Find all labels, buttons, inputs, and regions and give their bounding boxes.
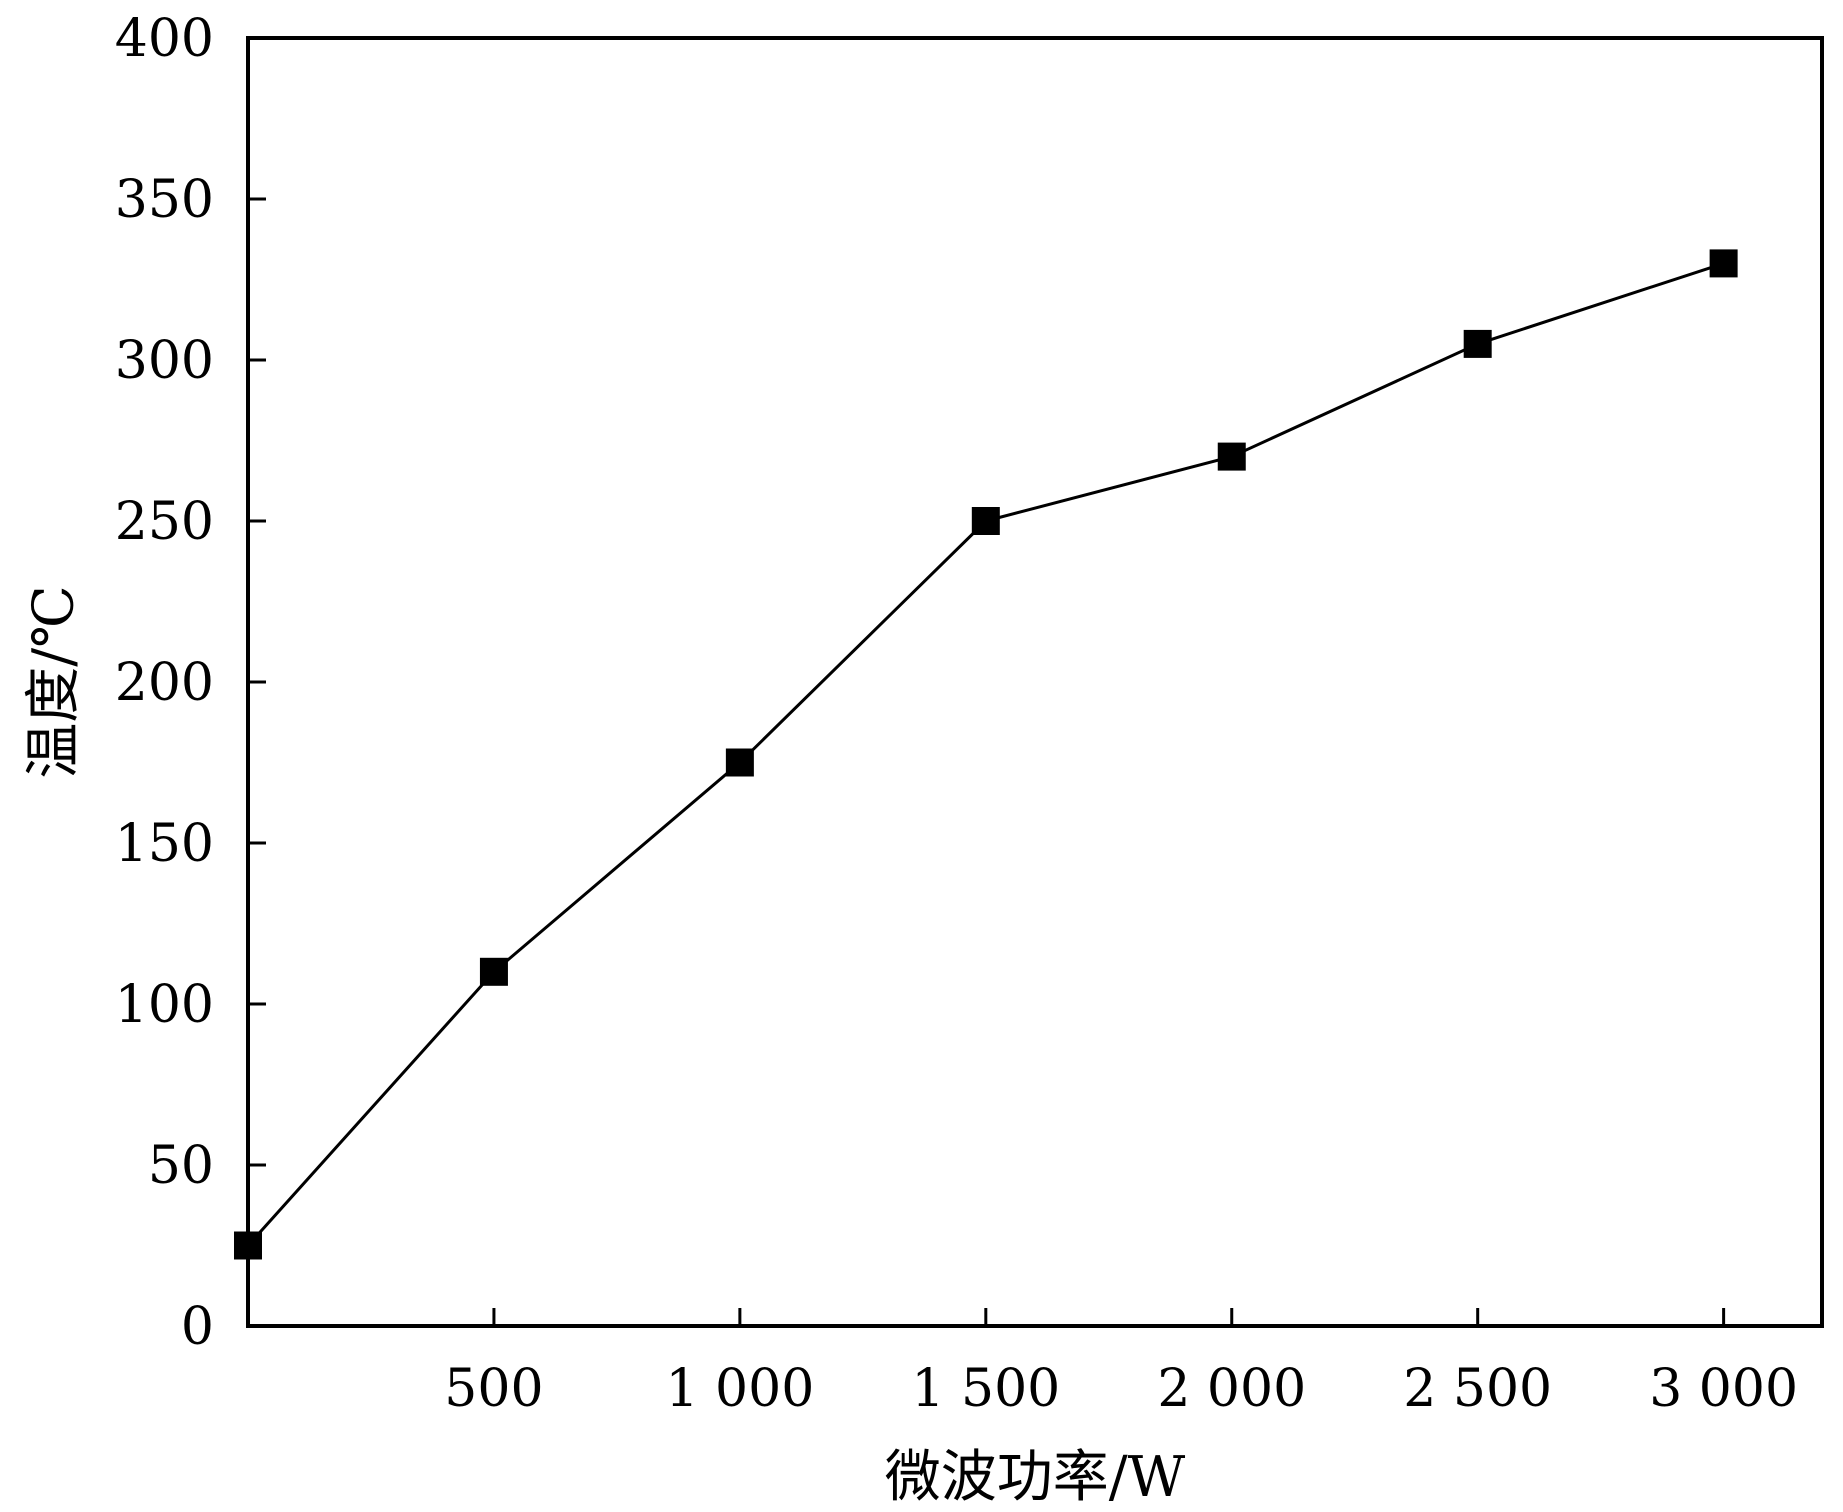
series-layer [234,249,1738,1260]
x-axis-title: 微波功率/W [885,1445,1186,1510]
y-tick-label: 150 [115,814,214,874]
y-axis: 0 50 100 150 200 250 300 350 400 [115,9,266,1357]
y-tick-label: 300 [115,331,214,391]
data-point [479,957,508,986]
y-axis-title: 温度/℃ [22,585,87,779]
data-point [971,507,1000,535]
x-tick-label: 2 500 [1403,1359,1552,1419]
series-line [246,261,1725,1247]
y-tick-label: 250 [115,492,214,552]
y-tick-label: 200 [115,653,214,713]
plot-area [246,36,1824,1328]
data-point [725,748,754,777]
data-point [1709,249,1738,278]
x-tick-label: 1 500 [911,1359,1060,1419]
data-point [1463,329,1492,358]
x-axis: 500 1 000 1 500 2 000 2 500 3 000 [444,1308,1798,1419]
y-tick-label: 50 [148,1136,214,1196]
x-tick-label: 2 000 [1157,1359,1306,1419]
plot-frame [246,36,1824,1328]
x-tick-label: 500 [444,1359,543,1419]
y-tick-label: 0 [181,1297,214,1357]
data-point [234,1231,262,1260]
x-tick-label: 1 000 [665,1359,814,1419]
data-point [1217,442,1246,471]
y-tick-label: 100 [115,975,214,1035]
x-tick-label: 3 000 [1649,1359,1798,1419]
y-tick-label: 400 [115,9,214,69]
y-tick-label: 350 [115,170,214,230]
